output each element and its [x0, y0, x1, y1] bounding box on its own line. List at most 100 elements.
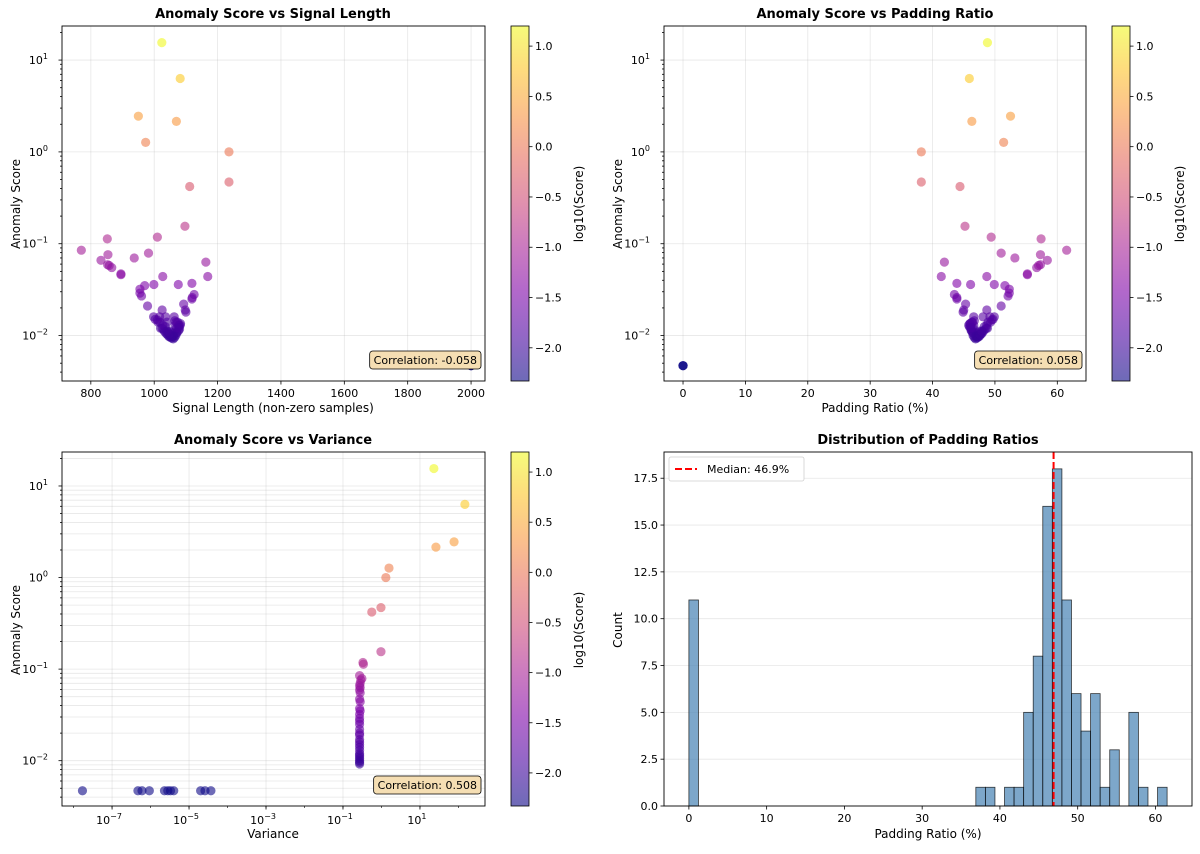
histogram-bar	[1061, 599, 1072, 807]
colorbar-tick-label: −1.5	[535, 717, 562, 730]
correlation-annotation: Correlation: -0.058	[369, 350, 482, 370]
data-point	[367, 607, 377, 617]
tick-label: 10−7	[96, 812, 122, 827]
data-point	[1022, 270, 1032, 280]
data-point	[1036, 234, 1046, 244]
data-point	[185, 181, 195, 192]
axes-frame	[663, 25, 1087, 382]
tick-label: 101	[29, 478, 48, 493]
data-point	[916, 147, 926, 157]
data-point	[939, 257, 949, 267]
data-point	[152, 232, 162, 242]
histogram-padding-panel: Distribution of Padding Ratios Padding R…	[611, 433, 1193, 841]
scatter-signal-length-panel: Anomaly Score vs Signal Length Signal Le…	[9, 7, 486, 415]
x-axis-label: Padding Ratio (%)	[874, 827, 981, 841]
tick-label: 10−1	[22, 661, 48, 676]
legend: Median: 46.9%	[668, 456, 805, 482]
x-tick-label: 1400	[267, 387, 295, 400]
data-point	[206, 786, 216, 796]
legend-label: Median: 46.9%	[707, 463, 789, 476]
y-axis-label: Anomaly Score	[9, 159, 23, 249]
data-point	[982, 271, 992, 282]
y-tick-label: 10.0	[634, 613, 659, 626]
data-point	[171, 116, 181, 126]
tick-label: 101	[407, 812, 426, 827]
grid	[62, 452, 485, 806]
colorbar-gradient	[510, 25, 530, 382]
data-point	[102, 234, 112, 244]
x-tick-label: 30	[863, 387, 877, 400]
data-point	[116, 270, 126, 280]
data-point	[137, 786, 147, 796]
histogram-bar	[1099, 786, 1111, 807]
colorbar-label: log10(Score)	[572, 592, 586, 669]
data-point	[1005, 111, 1016, 121]
data-point	[129, 253, 139, 263]
x-tick-label: 60	[1148, 812, 1162, 825]
colorbar-gradient	[1111, 25, 1131, 382]
colorbar-tick-label: 0.5	[1136, 90, 1154, 103]
data-point	[967, 116, 977, 126]
chart-title: Anomaly Score vs Signal Length	[155, 7, 391, 22]
colorbar-tick-label: 1.0	[1136, 40, 1154, 53]
correlation-annotation: Correlation: 0.508	[373, 775, 482, 795]
histogram-bar	[1013, 786, 1025, 807]
colorbar-tick-label: −1.5	[535, 292, 562, 305]
data-point	[173, 279, 183, 290]
colorbar-tick-label: −2.0	[1136, 342, 1163, 355]
data-point	[152, 315, 162, 325]
tick-label: 101	[29, 52, 48, 67]
data-point	[1010, 253, 1020, 263]
histogram-bar	[1090, 693, 1101, 807]
scatter-variance-panel: Anomaly Score vs Variance Variance Anoma…	[9, 433, 486, 841]
y-tick-label: 7.5	[641, 660, 659, 673]
legend-box	[668, 456, 805, 482]
y-tick-label: 15.0	[634, 519, 659, 532]
data-point	[952, 278, 962, 288]
data-point	[996, 301, 1006, 311]
data-point	[224, 147, 234, 157]
data-point	[1032, 262, 1042, 273]
data-point	[982, 305, 992, 315]
data-point	[187, 294, 197, 304]
data-point	[916, 177, 926, 187]
data-point	[449, 537, 459, 547]
x-axis-label: Padding Ratio (%)	[821, 401, 928, 415]
histogram-bar	[975, 786, 986, 807]
data-point	[989, 279, 999, 290]
points	[77, 463, 470, 796]
data-point	[180, 221, 190, 231]
histogram-bar	[688, 599, 699, 807]
y-tick-label: 17.5	[634, 472, 659, 485]
x-tick-label: 50	[988, 387, 1002, 400]
x-tick-label: 1000	[140, 387, 168, 400]
points	[678, 37, 1072, 371]
axes-frame	[61, 25, 486, 382]
data-point	[107, 262, 117, 273]
x-tick-label: 800	[80, 387, 101, 400]
x-tick-label: 20	[837, 812, 851, 825]
colorbar-tick-label: 0.0	[535, 141, 553, 154]
correlation-box	[369, 350, 482, 370]
data-point	[960, 221, 970, 231]
x-tick-label: 1800	[394, 387, 422, 400]
data-point	[977, 326, 987, 336]
histogram-bar	[1109, 749, 1120, 807]
data-point	[987, 315, 997, 325]
data-point	[77, 786, 88, 796]
chart-title: Anomaly Score vs Padding Ratio	[756, 7, 993, 22]
data-point	[678, 361, 688, 371]
data-point	[955, 181, 965, 192]
tick-label: 10−5	[173, 812, 199, 827]
bars	[688, 468, 1168, 807]
data-point	[354, 759, 365, 769]
data-point	[1035, 250, 1046, 260]
tick-label: 101	[631, 52, 650, 67]
data-point	[1062, 245, 1072, 255]
data-point	[358, 659, 369, 669]
colorbar-tick-label: −0.5	[535, 191, 562, 204]
correlation-annotation: Correlation: 0.058	[974, 350, 1083, 370]
tick-label: 10−2	[22, 328, 48, 343]
data-point	[982, 37, 993, 48]
colorbar: log10(Score) −2.0 −1.5 −1.0 −0.5 0.0 0.5 1.0	[1111, 25, 1187, 382]
